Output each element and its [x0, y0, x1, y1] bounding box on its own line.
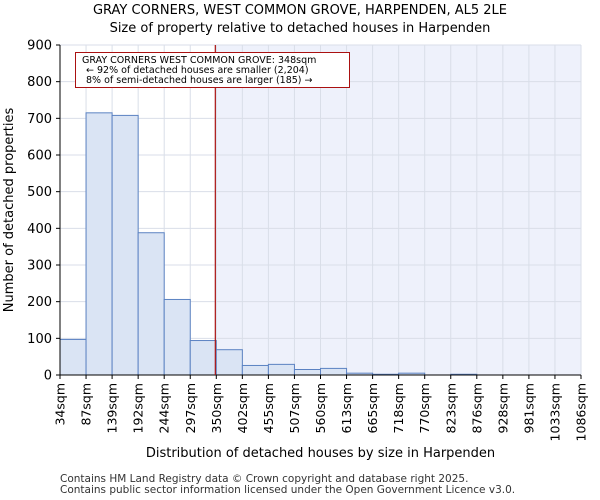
bar [215, 349, 243, 376]
bar [189, 340, 217, 376]
y-tick-label: 500 [27, 185, 52, 200]
bar [320, 367, 348, 376]
bar [85, 112, 113, 376]
annotation-larger: 8% of semi-detached houses are larger (1… [86, 75, 313, 86]
annotation-box [75, 52, 350, 88]
bar [111, 114, 139, 376]
y-tick-label: 400 [27, 222, 52, 237]
y-tick-label: 0 [44, 369, 52, 384]
bar [293, 369, 322, 376]
bar [59, 338, 87, 376]
y-tick-label: 100 [27, 332, 52, 347]
annotation-smaller: ← 92% of detached houses are smaller (2,… [86, 65, 309, 76]
x-tick-label: 876sqm [469, 383, 484, 433]
x-tick-label: 1033sqm [547, 383, 562, 441]
x-tick-label: 87sqm [79, 383, 94, 426]
y-tick-label: 200 [27, 295, 52, 310]
x-tick-label: 981sqm [521, 383, 536, 433]
x-tick-label: 192sqm [131, 383, 146, 433]
y-tick-label: 300 [27, 259, 52, 274]
x-tick-label: 613sqm [339, 383, 354, 433]
annotation-title: GRAY CORNERS WEST COMMON GROVE: 348sqm [82, 55, 316, 66]
x-tick-label: 507sqm [287, 383, 302, 433]
x-tick-label: 928sqm [495, 383, 510, 433]
bar [241, 364, 269, 376]
chart-title: GRAY CORNERS, WEST COMMON GROVE, HARPEND… [92, 3, 508, 18]
x-tick-label: 402sqm [235, 383, 250, 433]
bar [137, 232, 165, 376]
bar [163, 298, 191, 376]
x-tick-label: 244sqm [157, 383, 172, 433]
y-tick-label: 600 [27, 149, 52, 164]
y-tick-label: 900 [27, 39, 52, 54]
attribution-footer: Contains HM Land Registry data © Crown c… [60, 474, 515, 496]
attribution-line-1: Contains HM Land Registry data © Crown c… [60, 473, 469, 485]
bar [267, 363, 295, 376]
x-tick-label: 139sqm [105, 383, 120, 433]
x-axis-title: Distribution of detached houses by size … [146, 446, 495, 461]
x-tick-label: 34sqm [53, 383, 68, 426]
x-tick-label: 297sqm [183, 383, 198, 433]
chart-subtitle: Size of property relative to detached ho… [109, 21, 491, 36]
x-tick-label: 770sqm [417, 383, 432, 433]
y-tick-label: 700 [27, 112, 52, 127]
bar-chart: 0 100 200 300 400 500 600 700 800 900 34sqm 87sqm 13… [2, 39, 589, 462]
y-axis-title: Number of detached properties [2, 108, 17, 313]
x-tick-label: 455sqm [261, 383, 276, 433]
x-tick-label: 665sqm [365, 383, 380, 433]
x-tick-label: 350sqm [209, 383, 224, 433]
x-tick-label: 823sqm [443, 383, 458, 433]
chart-title-block: GRAY CORNERS, WEST COMMON GROVE, HARPEND… [0, 2, 600, 38]
x-tick-label: 1086sqm [574, 383, 589, 441]
x-tick-label: 560sqm [313, 383, 328, 433]
x-tick-label: 718sqm [391, 383, 406, 433]
attribution-line-2: Contains public sector information licen… [60, 484, 516, 496]
y-tick-label: 800 [27, 75, 52, 90]
